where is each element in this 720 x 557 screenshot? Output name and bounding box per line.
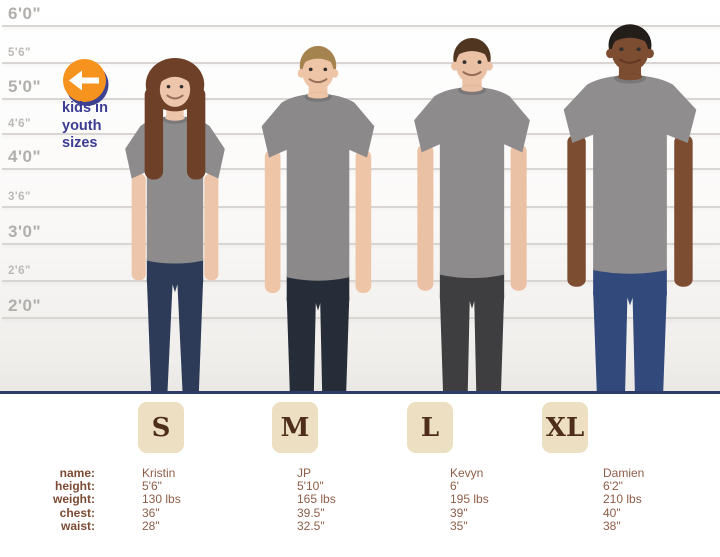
- person-photo-damien: [562, 23, 698, 393]
- height-label-5ft: 5'0": [8, 77, 42, 96]
- stats-row-labels: name: height: weight: chest: waist:: [0, 466, 95, 533]
- stat-weight: 165 lbs: [297, 492, 336, 507]
- stat-weight: 195 lbs: [450, 492, 489, 507]
- stat-height: 5'10": [297, 479, 324, 494]
- stat-height: 5'6": [142, 479, 162, 494]
- stat-waist: 38": [603, 518, 621, 533]
- stat-name: JP: [297, 466, 312, 480]
- height-label-6ft: 6'0": [8, 4, 42, 23]
- size-badge-s: S: [138, 402, 184, 453]
- stats-column-l: Kevyn 6' 195 lbs 39" 35": [450, 466, 600, 533]
- height-line-5ft6: [2, 62, 720, 64]
- stats-label-chest: chest:: [59, 505, 95, 520]
- stat-waist: 28": [142, 518, 160, 533]
- kids-youth-sizes-note: kids in youth sizes: [62, 100, 142, 153]
- size-badge-m: M: [272, 402, 318, 453]
- person-photo-kristin: [124, 57, 226, 393]
- stat-waist: 35": [450, 518, 468, 533]
- stat-chest: 40": [603, 505, 621, 520]
- callout-line-2: youth: [62, 117, 102, 134]
- stat-chest: 39.5": [297, 505, 325, 520]
- height-label-3ft6: 3'6": [8, 191, 31, 203]
- height-line-5ft: [2, 98, 720, 100]
- stats-label-height: height:: [55, 479, 95, 494]
- stat-weight: 130 lbs: [142, 492, 181, 507]
- left-arrow-icon: [63, 59, 109, 106]
- stat-weight: 210 lbs: [603, 492, 642, 507]
- stat-chest: 36": [142, 505, 160, 520]
- stats-label-name: name:: [59, 466, 95, 480]
- height-label-2ft: 2'0": [8, 296, 42, 315]
- stat-height: 6'2": [603, 479, 623, 494]
- callout-line-1: kids in: [62, 100, 108, 116]
- height-label-4ft6: 4'6": [8, 118, 31, 130]
- lineup-photo-area: 6'0" 5'6" 5'0" 4'6" 4'0" 3'6" 3'0" 2'6" …: [0, 0, 720, 393]
- size-badge-l: L: [407, 402, 453, 453]
- height-label-5ft6: 5'6": [8, 47, 31, 59]
- person-photo-kevyn: [413, 36, 531, 393]
- person-photo-jp: [260, 44, 376, 393]
- height-line-6ft: [2, 25, 720, 27]
- height-line-2ft: [2, 317, 720, 319]
- stat-height: 6': [450, 479, 459, 494]
- floor-line: [0, 391, 720, 394]
- callout-line-3: sizes: [62, 135, 98, 151]
- height-label-2ft6: 2'6": [8, 265, 31, 277]
- stat-name: Kevyn: [450, 466, 484, 480]
- stat-name: Kristin: [142, 466, 176, 480]
- stats-column-s: Kristin 5'6" 130 lbs 36" 28": [142, 466, 292, 533]
- size-badge-xl: XL: [542, 402, 588, 453]
- stats-column-xl: Damien 6'2" 210 lbs 40" 38": [603, 466, 720, 533]
- height-label-4ft: 4'0": [8, 147, 42, 166]
- stats-label-waist: waist:: [60, 518, 95, 533]
- stat-waist: 32.5": [297, 518, 325, 533]
- stats-column-m: JP 5'10" 165 lbs 39.5" 32.5": [297, 466, 447, 533]
- stat-name: Damien: [603, 466, 645, 480]
- height-label-3ft: 3'0": [8, 222, 42, 241]
- stats-label-weight: weight:: [53, 492, 95, 507]
- stat-chest: 39": [450, 505, 468, 520]
